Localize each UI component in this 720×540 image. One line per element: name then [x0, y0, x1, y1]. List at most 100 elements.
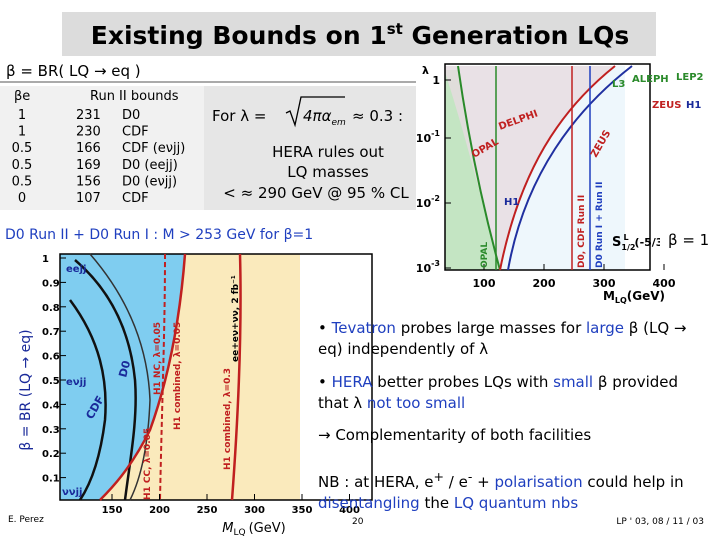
table-cell: 0.5: [12, 174, 33, 189]
beta-label: β = 1: [668, 231, 709, 249]
region-label: D0, CDF Run II: [577, 195, 587, 268]
text: NB : at HERA, e: [318, 473, 434, 491]
title-band: [62, 12, 656, 56]
x-tick-label: 350: [292, 505, 313, 516]
y-tick-label: 0.3: [42, 425, 60, 436]
y-tick-label: 0.6: [42, 352, 60, 363]
x-axis-label: MLQ(GeV): [603, 289, 665, 305]
hera-line: LQ masses: [287, 163, 369, 181]
table-rows: 1 231 D0 1 230 CDF 0.5 166 CDF (eνjj) 0.5 169 D0 (e…: [12, 108, 186, 206]
footer-author: E. Perez: [8, 515, 44, 525]
table-cell: 230: [76, 125, 101, 140]
text: probes large masses for: [395, 319, 587, 337]
sup: +: [433, 469, 445, 484]
y-axis-label: β = BR (LQ → eq): [18, 329, 34, 450]
highlight: polarisation: [494, 473, 583, 491]
x-tick-label: 300: [593, 277, 616, 290]
formula-lead: For λ =: [212, 107, 266, 125]
x-tick-label: 200: [533, 277, 556, 290]
x-tick-label: 400: [653, 277, 676, 290]
state-sub: 1/2: [621, 243, 635, 252]
y-tick-label: 0.4: [42, 400, 60, 411]
table-cell: 1: [18, 108, 26, 123]
curve: [89, 253, 151, 501]
formula-root-text: 4πα: [303, 107, 332, 125]
y-tick-label: 0.9: [42, 278, 60, 289]
bottom-plot: 1 0.9 0.8 0.7 0.6 0.5 0.4 0.3 0.2 0.1 150 200 250 30…: [0, 248, 376, 540]
y-tick-label: 10-3: [416, 259, 440, 275]
table-cell: 169: [76, 158, 101, 173]
curve: [99, 253, 187, 501]
bottom-plot-frame: [59, 253, 373, 501]
table-cell: 156: [76, 174, 101, 189]
hera-line: HERA rules out: [272, 143, 384, 161]
y-tick-label: 10-2: [416, 194, 440, 210]
x-tick-label: 150: [102, 505, 123, 516]
formula-sub: em: [331, 118, 346, 128]
highlight: small: [553, 373, 594, 391]
x-tick-label: 400: [339, 505, 360, 516]
region-label: H1: [686, 100, 701, 111]
table-cell: D0 (eejj): [122, 158, 178, 173]
x-ticks: 100 200 300 400: [473, 264, 676, 290]
highlight: HERA: [331, 373, 373, 391]
beta-definition: β = BR( LQ → eq ): [6, 62, 141, 80]
curve: [159, 253, 166, 501]
table-cell: 107: [76, 191, 101, 206]
x-tick-label: 200: [149, 505, 170, 516]
highlight: disentangling: [318, 494, 420, 512]
curve: [507, 65, 633, 271]
note: NB : at HERA, e+ / e- + polarisation cou…: [318, 466, 718, 514]
x-axis-label-sub: LQ: [615, 296, 627, 305]
curve: [230, 253, 242, 501]
x-axis-label-sub: LQ: [234, 528, 246, 538]
highlight: Tevatron: [331, 319, 396, 337]
y-tick-exp: -2: [431, 194, 440, 203]
table-cell: 1: [18, 125, 26, 140]
region-label: H1: [504, 197, 519, 208]
y-tick-label: 0.1: [42, 474, 60, 485]
beta-label-bg: [660, 228, 716, 250]
region-label: ALEPH: [632, 74, 669, 85]
y-tick-base: 1: [432, 74, 440, 87]
highlight: not too small: [366, 394, 466, 412]
region-label: ee+eν+νν, 2 fb⁻¹: [231, 275, 241, 362]
region-label: H1 combined, λ=0.3: [223, 368, 233, 470]
title-end: Generation LQs: [403, 21, 629, 50]
region-label: ννjj: [62, 487, 82, 498]
table-cell: D0 (eνjj): [122, 174, 177, 189]
highlight: large: [586, 319, 625, 337]
x-tick-label: 250: [197, 505, 218, 516]
x-tick-label: 100: [473, 277, 496, 290]
curve: [457, 65, 501, 271]
region-label: D0: [116, 359, 133, 379]
y-tick-label: 0.5: [42, 376, 60, 387]
y-tick-label: 1: [42, 254, 49, 265]
table-cell: 0.5: [12, 141, 33, 156]
region-label: OPAL: [480, 242, 490, 268]
region-label: H1 NC, λ=0.05: [153, 322, 163, 395]
region-label: LEP2: [676, 72, 704, 83]
curve: [68, 299, 107, 501]
region-label: eνjj: [66, 377, 86, 388]
text: could help in: [582, 473, 684, 491]
table-cell: CDF (eνjj): [122, 141, 185, 156]
table-cell: D0: [122, 108, 140, 123]
bounds-table: βe Run II bounds 1 231 D0 1 230 CDF 0.5 166 CDF …: [12, 89, 186, 206]
top-plot-frame: [444, 63, 651, 271]
x-tick-label: 300: [244, 505, 265, 516]
state-symbol: S: [612, 235, 621, 250]
y-tick-label: 0.2: [42, 449, 60, 460]
text: → Complementarity of both facilities: [318, 426, 592, 444]
region-label: D0 Run I + Run II: [595, 182, 605, 268]
text: / e: [444, 473, 468, 491]
title: Existing Bounds on 1st Generation LQs: [91, 20, 629, 50]
y-tick-label: 0.7: [42, 327, 60, 338]
highlight: LQ quantum nbs: [453, 494, 579, 512]
y-tick-label: 10-1: [416, 129, 441, 145]
region-label: H1 CC, λ=0.05: [143, 428, 153, 500]
sqrt-sign: [285, 96, 345, 128]
region-label: eejj: [66, 264, 86, 275]
